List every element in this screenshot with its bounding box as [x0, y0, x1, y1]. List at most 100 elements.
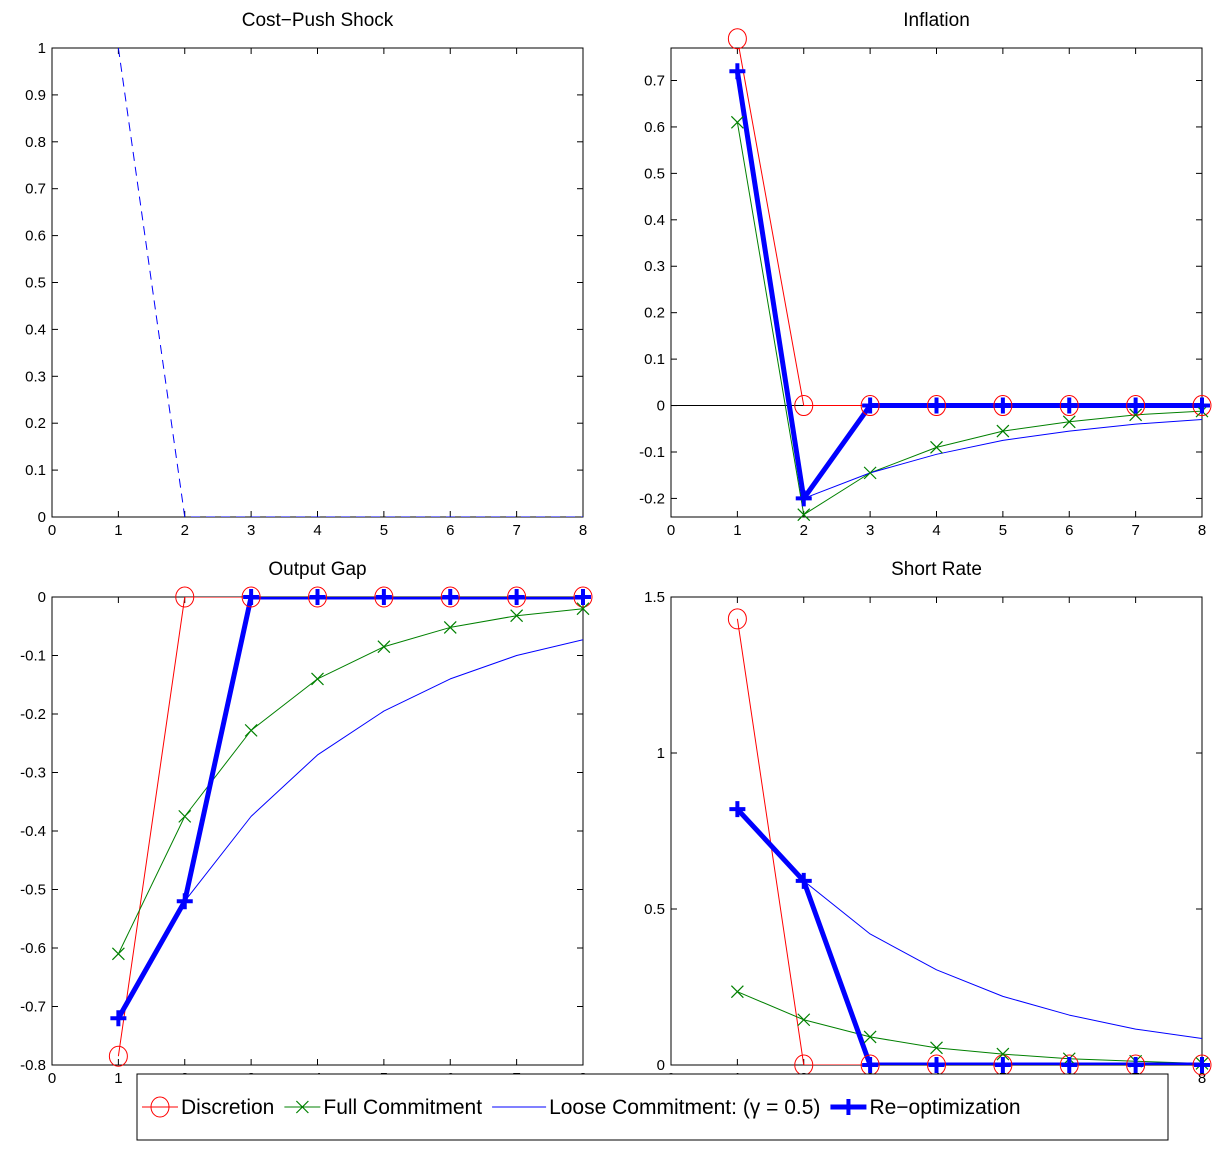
y-tick-label: -0.2 [20, 706, 46, 723]
marker-circle [993, 395, 1013, 417]
x-tick-label: 2 [800, 522, 808, 539]
y-tick-label: -0.6 [20, 940, 46, 957]
x-tick-label: 8 [579, 522, 587, 539]
marker-circle [573, 586, 593, 608]
x-tick-label: 2 [181, 522, 189, 539]
y-tick-label: 1 [657, 745, 665, 762]
marker-plus [575, 589, 591, 605]
marker-plus [994, 1057, 1011, 1073]
marker-x [930, 1041, 943, 1055]
marker-plus [729, 801, 746, 818]
marker-circle [727, 608, 747, 630]
axes [670, 596, 1203, 1066]
y-tick-label: 0 [38, 589, 46, 606]
x-tick-label: 8 [1198, 1070, 1206, 1087]
marker-x [863, 1030, 877, 1044]
marker-circle [794, 395, 814, 417]
marker-plus [243, 589, 260, 605]
x-tick-label: 5 [380, 522, 388, 539]
y-tick-label: -0.3 [20, 765, 46, 782]
x-tick-label: 4 [932, 522, 940, 539]
marker-plus [928, 397, 945, 414]
marker-plus [1061, 397, 1078, 414]
marker-circle [374, 586, 394, 608]
axes [51, 47, 584, 518]
x-tick-label: 0 [48, 1070, 56, 1087]
x-tick-label: 5 [999, 522, 1007, 539]
marker-circle [241, 586, 261, 608]
x-tick-label: 7 [1131, 522, 1139, 539]
marker-plus [1127, 1057, 1144, 1073]
legend-label: Loose Commitment: (γ = 0.5) [549, 1096, 820, 1119]
y-tick-label: 0.9 [25, 87, 46, 104]
marker-plus [508, 589, 525, 605]
y-tick-label: 0 [38, 509, 46, 526]
marker-plus [729, 63, 746, 80]
marker-x [730, 115, 744, 129]
axes [670, 47, 1203, 518]
markers [727, 28, 1212, 522]
y-tick-label: 0.1 [644, 351, 665, 368]
legend-label: Full Commitment [323, 1096, 482, 1119]
marker-x [863, 466, 877, 480]
marker-plus [309, 589, 326, 605]
marker-plus [375, 589, 392, 605]
marker-plus [795, 490, 812, 507]
x-tick-label: 1 [733, 522, 741, 539]
marker-circle [927, 395, 946, 417]
y-tick-label: 0.5 [25, 275, 46, 292]
y-tick-label: 0.6 [25, 228, 46, 245]
marker-plus [1061, 1057, 1078, 1073]
y-tick-label: 0.8 [25, 134, 46, 151]
x-tick-label: 7 [512, 522, 520, 539]
y-tick-label: 0.3 [25, 368, 46, 385]
y-tick-label: -0.1 [20, 648, 46, 665]
x-tick-label: 3 [247, 522, 255, 539]
marker-plus [442, 589, 459, 605]
marker-x [510, 609, 524, 623]
series-line [117, 639, 583, 1019]
y-tick-label: -0.1 [639, 444, 665, 461]
x-tick-label: 0 [48, 522, 56, 539]
x-tick-label: 1 [114, 522, 122, 539]
x-tick-label: 0 [667, 522, 675, 539]
marker-x [377, 640, 391, 654]
subplot-title: Inflation [903, 10, 970, 31]
legend-label: Discretion [181, 1096, 274, 1119]
y-tick-label: 0.2 [644, 305, 665, 322]
marker-x [244, 723, 258, 737]
subplot-title: Short Rate [891, 559, 982, 580]
marker-plus [862, 397, 879, 414]
marker-plus [928, 1057, 945, 1073]
marker-x [111, 947, 125, 961]
marker-x [996, 1047, 1010, 1061]
marker-x [576, 602, 590, 616]
marker-plus [1194, 1057, 1210, 1073]
x-tick-label: 6 [1065, 522, 1073, 539]
marker-x [1129, 408, 1143, 422]
marker-x [797, 1013, 811, 1027]
marker-circle [108, 1045, 128, 1067]
y-tick-label: -0.4 [20, 823, 46, 840]
y-tick-label: -0.5 [20, 882, 46, 899]
marker-circle [1059, 395, 1079, 417]
y-tick-label: 0.7 [25, 181, 46, 198]
marker-circle [440, 586, 460, 608]
markers [108, 586, 593, 1067]
y-tick-label: 0.4 [644, 212, 665, 229]
y-tick-label: 0.7 [644, 73, 665, 90]
series-line [736, 71, 1202, 499]
marker-circle [1192, 395, 1212, 417]
y-tick-label: -0.7 [20, 999, 46, 1016]
series-line [117, 608, 583, 955]
y-tick-label: 0.1 [25, 462, 46, 479]
y-tick-label: 0.3 [644, 258, 665, 275]
series-line [737, 808, 1202, 1039]
marker-circle [727, 28, 747, 50]
series-line [735, 807, 1202, 1065]
x-tick-label: 3 [866, 522, 874, 539]
x-tick-label: 4 [313, 522, 321, 539]
series-line [736, 122, 1202, 516]
marker-plus [1194, 397, 1210, 414]
